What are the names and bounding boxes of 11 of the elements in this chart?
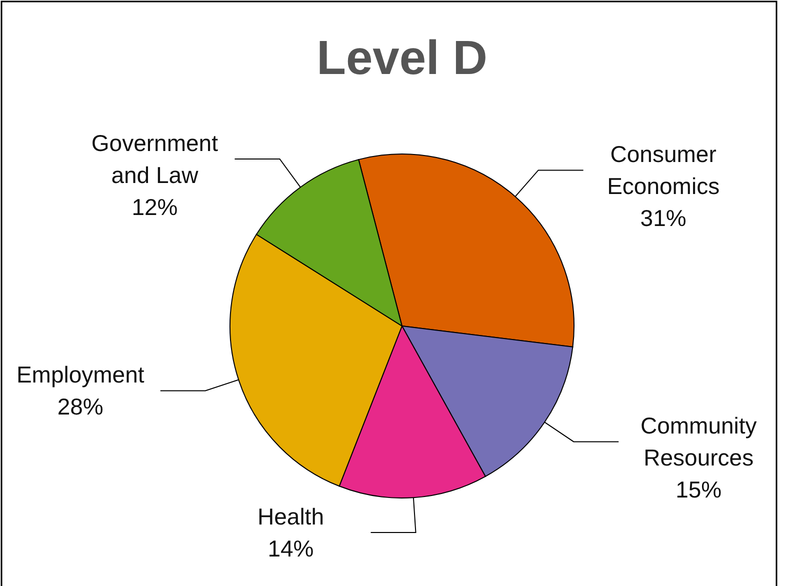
slice-label: Government and Law [91, 130, 219, 188]
legend-label: Health [258, 504, 324, 530]
slice-label: Employment [16, 362, 145, 388]
slice-label: Community Resources [640, 412, 758, 471]
data-label: 31% [640, 205, 686, 232]
data-label: 28% [57, 394, 104, 420]
data-label: 12% [132, 194, 178, 220]
data-label: 15% [676, 476, 722, 503]
slice-label: Consumer Economics [607, 141, 720, 200]
data-label: 14% [268, 536, 314, 562]
chart-title: Level D [316, 32, 488, 85]
